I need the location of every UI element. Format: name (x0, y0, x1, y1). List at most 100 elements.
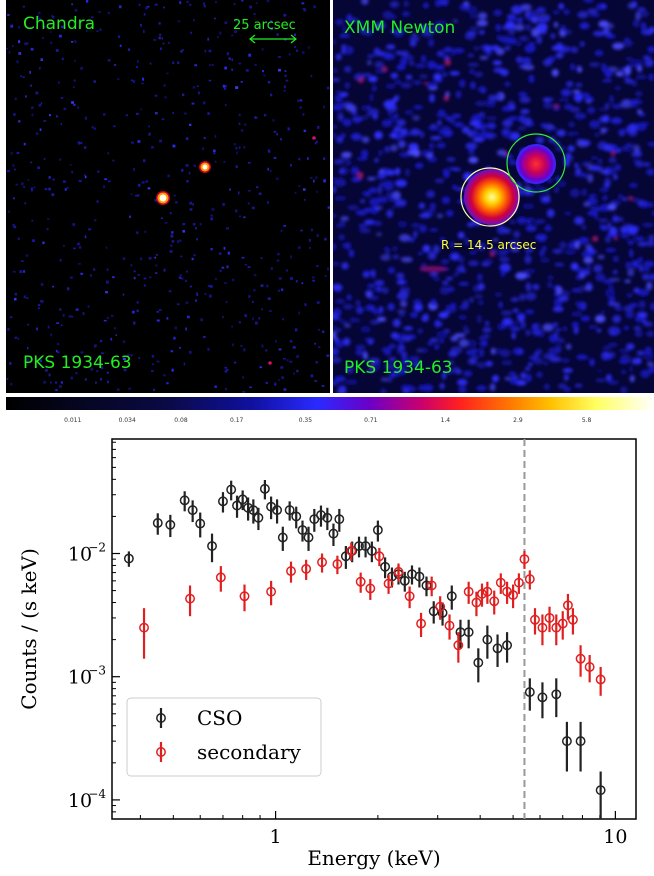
data-point (123, 551, 134, 567)
data-point (482, 625, 493, 659)
point-marker (495, 577, 506, 588)
chandra-source-label: PKS 1934-63 (23, 353, 132, 373)
point-marker (284, 505, 295, 516)
point-marker (366, 545, 377, 556)
data-point (272, 499, 283, 524)
point-marker (446, 591, 457, 602)
data-point (328, 523, 339, 547)
point-marker (355, 576, 366, 587)
point-marker (291, 511, 302, 522)
point-marker (561, 736, 572, 747)
point-marker (372, 525, 383, 536)
data-point (502, 632, 513, 663)
point-marker (492, 643, 503, 654)
legend-label: secondary (197, 740, 302, 764)
data-point (473, 648, 484, 683)
point-marker (399, 575, 410, 586)
data-point (383, 574, 394, 594)
legend-marker (156, 713, 166, 723)
point-marker (463, 586, 474, 597)
point-marker (328, 528, 339, 539)
legend-marker (156, 747, 166, 757)
colorbar-tick-label: 1.4 (440, 417, 451, 424)
colorbar-tick-label: 0.034 (118, 417, 136, 424)
data-point (463, 619, 474, 649)
data-point (426, 576, 437, 597)
point-marker (380, 561, 391, 572)
data-point (530, 608, 540, 635)
data-point (524, 570, 535, 590)
point-marker (207, 541, 217, 551)
data-point (477, 583, 487, 607)
point-marker (404, 591, 415, 602)
data-point (584, 655, 595, 683)
point-marker (584, 662, 595, 672)
point-marker (259, 483, 270, 494)
data-point (524, 678, 535, 711)
data-point (284, 501, 295, 521)
y-tick-exponent: −3 (88, 664, 106, 678)
data-point (513, 573, 524, 594)
point-marker (374, 551, 385, 562)
point-marker (562, 600, 573, 611)
point-marker (334, 514, 345, 525)
point-marker (551, 689, 562, 700)
data-point (482, 581, 493, 604)
colorbar-tick-label: 2.9 (513, 417, 523, 424)
point-marker (187, 505, 198, 516)
y-tick-label: 10 (68, 790, 92, 812)
point-marker (317, 557, 328, 568)
data-point (380, 557, 391, 579)
data-point (207, 533, 217, 563)
xmm-image (333, 0, 654, 393)
point-marker (502, 640, 513, 651)
point-marker (286, 566, 296, 577)
point-marker (393, 566, 404, 577)
data-point (291, 506, 302, 529)
data-point (297, 520, 308, 542)
point-marker (453, 640, 464, 651)
data-point (444, 614, 455, 640)
data-point (453, 632, 464, 663)
xmm-image-panel: XMM Newton PKS 1934-63 R = 14.5 arcsec (333, 0, 654, 393)
point-marker (346, 545, 357, 556)
data-point (495, 573, 506, 594)
point-marker (477, 588, 487, 599)
data-point (537, 614, 548, 646)
y-tick-label: 10 (68, 667, 92, 689)
data-point (575, 721, 586, 772)
point-marker (489, 596, 500, 607)
data-point (435, 596, 446, 620)
data-point (232, 495, 242, 518)
chandra-title: Chandra (23, 14, 96, 34)
point-marker (185, 593, 195, 604)
data-point (195, 512, 206, 538)
point-marker (253, 512, 264, 523)
point-marker (435, 601, 446, 612)
point-marker (277, 532, 288, 543)
colorbar-tick-label: 0.71 (364, 417, 378, 424)
colorbar-tick-label: 0.17 (230, 417, 244, 424)
point-marker (383, 578, 394, 589)
point-marker (365, 583, 376, 594)
data-point (332, 555, 343, 575)
point-marker (473, 657, 484, 668)
point-marker (165, 519, 176, 530)
data-point (346, 542, 357, 561)
point-marker (530, 614, 540, 625)
data-point (354, 536, 364, 558)
point-marker (595, 785, 606, 796)
data-point (575, 645, 586, 677)
xmm-source-label: PKS 1934-63 (344, 358, 453, 378)
series-secondary (139, 542, 606, 696)
data-point (544, 606, 555, 633)
point-marker (575, 736, 586, 747)
point-marker (508, 590, 519, 601)
point-marker (266, 586, 277, 597)
data-point (239, 584, 250, 612)
data-point (393, 563, 404, 582)
colorbar-tick-label: 0.35 (298, 417, 313, 424)
data-point (562, 593, 573, 620)
data-point (557, 611, 568, 640)
